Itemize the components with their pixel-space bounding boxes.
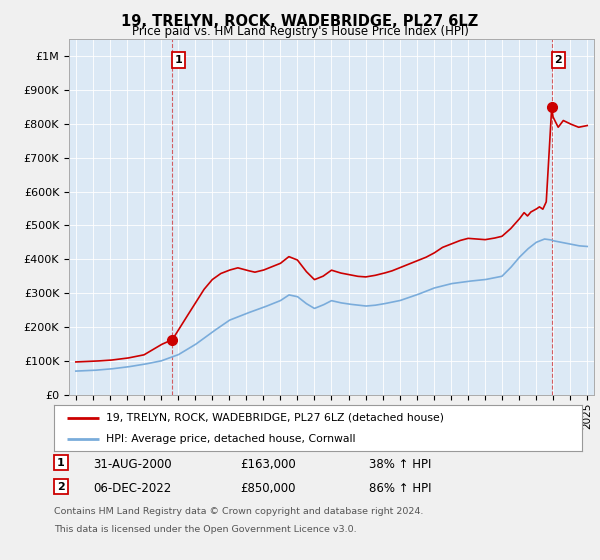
Text: 1: 1 xyxy=(175,55,183,65)
Text: Price paid vs. HM Land Registry's House Price Index (HPI): Price paid vs. HM Land Registry's House … xyxy=(131,25,469,38)
Text: 2: 2 xyxy=(554,55,562,65)
Text: 38% ↑ HPI: 38% ↑ HPI xyxy=(369,458,431,470)
Text: 1: 1 xyxy=(57,458,65,468)
Text: 2: 2 xyxy=(57,482,65,492)
Text: 19, TRELYN, ROCK, WADEBRIDGE, PL27 6LZ (detached house): 19, TRELYN, ROCK, WADEBRIDGE, PL27 6LZ (… xyxy=(106,413,444,423)
Text: £163,000: £163,000 xyxy=(240,458,296,470)
Text: 31-AUG-2000: 31-AUG-2000 xyxy=(93,458,172,470)
Text: Contains HM Land Registry data © Crown copyright and database right 2024.: Contains HM Land Registry data © Crown c… xyxy=(54,507,424,516)
Text: 86% ↑ HPI: 86% ↑ HPI xyxy=(369,482,431,494)
Text: 06-DEC-2022: 06-DEC-2022 xyxy=(93,482,171,494)
Text: 19, TRELYN, ROCK, WADEBRIDGE, PL27 6LZ: 19, TRELYN, ROCK, WADEBRIDGE, PL27 6LZ xyxy=(121,14,479,29)
Text: HPI: Average price, detached house, Cornwall: HPI: Average price, detached house, Corn… xyxy=(106,434,355,444)
Text: This data is licensed under the Open Government Licence v3.0.: This data is licensed under the Open Gov… xyxy=(54,525,356,534)
Text: £850,000: £850,000 xyxy=(240,482,296,494)
